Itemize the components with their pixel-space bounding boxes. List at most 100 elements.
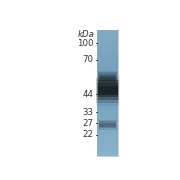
Bar <box>97 40 118 41</box>
Bar <box>97 85 118 86</box>
Bar <box>97 117 118 118</box>
Bar <box>97 108 118 109</box>
Bar <box>97 82 118 83</box>
Bar <box>97 33 118 34</box>
Bar <box>97 76 118 77</box>
Bar <box>97 125 118 126</box>
Bar <box>97 33 118 34</box>
Bar <box>97 42 118 43</box>
Bar <box>97 147 118 148</box>
Bar <box>97 31 118 32</box>
Bar <box>97 95 118 96</box>
Bar <box>97 94 118 95</box>
Bar <box>96 78 119 103</box>
Bar <box>97 34 118 35</box>
Bar <box>97 113 118 114</box>
Bar <box>97 69 118 70</box>
Text: kDa: kDa <box>77 30 94 39</box>
Bar <box>97 145 118 146</box>
Bar <box>97 83 118 84</box>
Bar <box>97 97 118 98</box>
Bar <box>97 63 118 64</box>
Bar <box>97 127 118 128</box>
Bar <box>97 111 118 112</box>
Bar <box>97 120 118 121</box>
Bar <box>97 99 118 100</box>
Bar <box>97 73 118 74</box>
Bar <box>97 126 118 127</box>
Bar <box>97 130 118 131</box>
Bar <box>97 106 118 107</box>
Bar <box>97 43 118 44</box>
Bar <box>97 84 118 85</box>
Bar <box>97 124 118 125</box>
Bar <box>97 153 118 154</box>
Bar <box>97 66 118 67</box>
Bar <box>97 77 118 78</box>
Bar <box>97 107 118 108</box>
Bar <box>99 74 116 83</box>
Bar <box>97 90 118 91</box>
Bar <box>99 120 117 130</box>
Bar <box>97 144 118 145</box>
Bar <box>97 30 118 31</box>
Bar <box>97 62 118 63</box>
Bar <box>97 54 118 55</box>
Bar <box>97 101 118 102</box>
Bar <box>97 139 118 140</box>
Bar <box>97 38 118 39</box>
Bar <box>97 32 118 33</box>
Bar <box>97 80 118 100</box>
Bar <box>97 79 118 80</box>
Bar <box>97 142 118 143</box>
Bar <box>97 142 118 143</box>
Bar <box>97 39 118 40</box>
Text: 33: 33 <box>83 108 94 117</box>
Bar <box>97 73 118 74</box>
Bar <box>98 72 117 85</box>
Bar <box>97 113 118 114</box>
Bar <box>97 34 118 35</box>
Bar <box>97 60 118 61</box>
Bar <box>97 86 118 87</box>
Bar <box>97 119 118 120</box>
Bar <box>97 116 118 117</box>
Bar <box>97 150 118 151</box>
Bar <box>99 121 116 128</box>
Bar <box>97 141 118 142</box>
Bar <box>97 134 118 135</box>
Bar <box>97 67 118 68</box>
Bar <box>97 138 118 139</box>
Bar <box>97 129 118 130</box>
Bar <box>97 44 118 45</box>
Bar <box>97 118 118 119</box>
Bar <box>97 146 118 147</box>
Bar <box>97 100 118 101</box>
Bar <box>97 52 118 53</box>
Bar <box>97 78 118 79</box>
Bar <box>97 145 118 146</box>
Bar <box>97 63 118 64</box>
Bar <box>97 118 118 119</box>
Bar <box>97 137 118 138</box>
Bar <box>97 115 118 116</box>
Bar <box>97 60 118 61</box>
Bar <box>97 51 118 52</box>
Bar <box>97 102 118 103</box>
Bar <box>97 121 118 122</box>
Bar <box>97 123 118 124</box>
Bar <box>97 151 118 152</box>
Bar <box>97 155 118 156</box>
Bar <box>97 75 118 76</box>
Bar <box>97 154 118 155</box>
Bar <box>97 133 118 134</box>
Bar <box>97 78 118 79</box>
Bar <box>97 105 118 106</box>
Text: 70: 70 <box>83 55 94 64</box>
Bar <box>97 95 118 96</box>
Bar <box>97 122 118 123</box>
Bar <box>97 83 118 97</box>
Bar <box>97 68 118 69</box>
Bar <box>97 70 118 71</box>
Bar <box>97 50 118 51</box>
